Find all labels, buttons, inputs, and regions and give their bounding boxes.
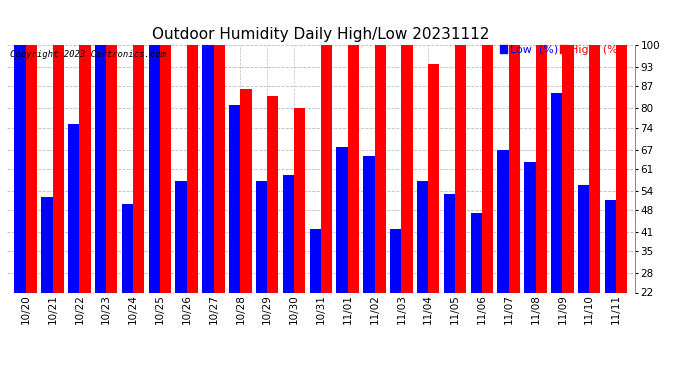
Bar <box>428 64 440 362</box>
Text: Copyright 2023 Cartronics.com: Copyright 2023 Cartronics.com <box>10 50 166 59</box>
Bar <box>509 45 520 362</box>
Bar <box>310 229 321 362</box>
Bar <box>589 45 600 362</box>
Bar <box>321 45 332 362</box>
Bar <box>497 150 509 362</box>
Bar <box>229 105 240 362</box>
Bar <box>175 182 187 362</box>
Title: Outdoor Humidity Daily High/Low 20231112: Outdoor Humidity Daily High/Low 20231112 <box>152 27 489 42</box>
Bar <box>106 45 117 362</box>
Bar <box>26 45 37 362</box>
Bar <box>455 45 466 362</box>
Bar <box>187 45 198 362</box>
Bar <box>535 45 546 362</box>
Bar <box>444 194 455 362</box>
Bar <box>202 45 213 362</box>
Bar <box>283 175 294 362</box>
Bar <box>337 147 348 362</box>
Bar <box>121 204 133 362</box>
Bar <box>604 201 616 362</box>
Bar <box>267 96 279 362</box>
Legend: Low  (%), High  (%): Low (%), High (%) <box>500 45 622 55</box>
Bar <box>375 45 386 362</box>
Bar <box>240 89 252 362</box>
Bar <box>160 45 171 362</box>
Bar <box>52 45 63 362</box>
Bar <box>578 184 589 362</box>
Bar <box>562 45 573 362</box>
Bar <box>390 229 402 362</box>
Bar <box>402 45 413 362</box>
Bar <box>148 45 160 362</box>
Bar <box>14 45 26 362</box>
Bar <box>79 45 90 362</box>
Bar <box>471 213 482 362</box>
Bar <box>213 45 225 362</box>
Bar <box>68 124 79 362</box>
Bar <box>417 182 428 362</box>
Bar <box>133 45 144 362</box>
Bar <box>482 45 493 362</box>
Bar <box>348 45 359 362</box>
Bar <box>363 156 375 362</box>
Bar <box>294 108 305 362</box>
Bar <box>616 45 627 362</box>
Bar <box>551 93 562 362</box>
Bar <box>256 182 267 362</box>
Bar <box>524 162 535 362</box>
Bar <box>95 45 106 362</box>
Bar <box>41 197 52 362</box>
